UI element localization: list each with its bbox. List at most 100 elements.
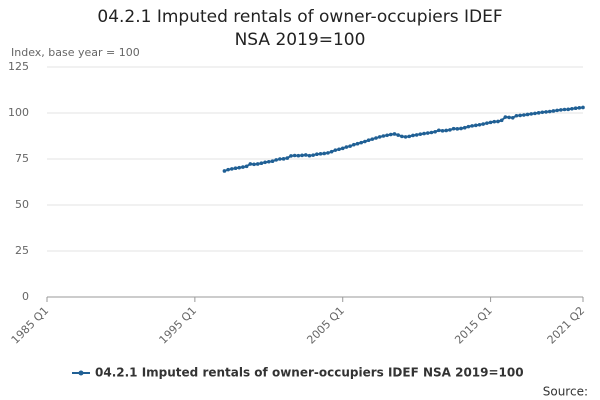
point [355, 141, 360, 146]
point [459, 126, 463, 131]
point [315, 152, 319, 157]
point [366, 138, 371, 143]
point [337, 147, 341, 152]
point [499, 118, 504, 123]
point [311, 153, 315, 157]
point [470, 124, 474, 128]
point [551, 109, 556, 113]
point [377, 135, 382, 139]
point [525, 112, 530, 117]
point [233, 166, 238, 170]
point [462, 125, 467, 130]
point [418, 132, 423, 136]
point [359, 140, 364, 145]
point [477, 122, 482, 127]
point [492, 119, 497, 124]
legend-label: 04.2.1 Imputed rentals of owner-occupier… [95, 366, 524, 380]
point [407, 134, 412, 139]
point [455, 127, 460, 131]
point [352, 142, 356, 147]
point [226, 167, 230, 172]
point [263, 160, 267, 165]
point [577, 106, 582, 110]
point [403, 135, 408, 139]
point [344, 145, 349, 149]
point [440, 129, 445, 133]
line [224, 106, 584, 172]
point [392, 132, 397, 136]
point [448, 128, 452, 132]
point [488, 120, 493, 125]
point [363, 139, 367, 144]
point [348, 144, 352, 148]
point [385, 133, 389, 138]
source: Source: [543, 385, 588, 399]
x-tick-label: 2005 Q1 [304, 304, 347, 347]
point [507, 115, 511, 120]
point [333, 148, 338, 152]
point [433, 129, 437, 134]
point [255, 162, 260, 166]
point [529, 112, 534, 116]
point [300, 153, 304, 158]
point [481, 122, 485, 126]
point [510, 115, 515, 120]
point [292, 153, 297, 158]
y-axis-label: Index, base year = 100 [11, 46, 140, 59]
point [244, 164, 249, 169]
x-tick-label: 1995 Q1 [157, 304, 200, 347]
y-tick-label: 100 [8, 106, 29, 119]
point [241, 165, 245, 169]
point [237, 165, 242, 170]
point [411, 133, 415, 138]
point [396, 133, 400, 137]
x-tick-label: 1985 Q1 [9, 304, 52, 347]
point [544, 110, 548, 114]
point [437, 128, 441, 133]
point [322, 151, 327, 156]
point [248, 162, 253, 166]
point [274, 158, 278, 162]
y-tick-label: 50 [15, 198, 29, 211]
point [340, 146, 345, 151]
point [388, 132, 393, 137]
point [514, 113, 519, 118]
point [222, 169, 227, 173]
chart-title: 04.2.1 Imputed rentals of owner-occupier… [97, 7, 503, 50]
x-tick-label: 2015 Q1 [452, 304, 495, 347]
point [485, 121, 489, 125]
point [252, 162, 256, 167]
point [555, 108, 559, 113]
point [570, 106, 574, 111]
point [289, 154, 293, 158]
point [474, 123, 478, 128]
point [326, 151, 330, 155]
point [559, 108, 563, 112]
point [547, 109, 552, 114]
point [562, 107, 567, 112]
point [429, 130, 434, 135]
point [466, 124, 471, 129]
point [503, 115, 508, 119]
point [278, 157, 282, 161]
point [318, 152, 323, 156]
point [370, 137, 375, 141]
point [496, 119, 500, 124]
point [444, 128, 449, 133]
point [522, 113, 526, 117]
point [400, 134, 404, 139]
point [581, 105, 585, 110]
x-tick-label: 2021 Q2 [545, 304, 588, 347]
y-tick-label: 25 [15, 244, 29, 257]
point [414, 133, 419, 137]
point [422, 131, 426, 136]
point [281, 157, 286, 161]
point [259, 161, 264, 166]
point [374, 136, 378, 140]
point [425, 131, 430, 135]
point [573, 106, 578, 111]
point [307, 153, 312, 158]
legend-swatch [78, 370, 84, 376]
